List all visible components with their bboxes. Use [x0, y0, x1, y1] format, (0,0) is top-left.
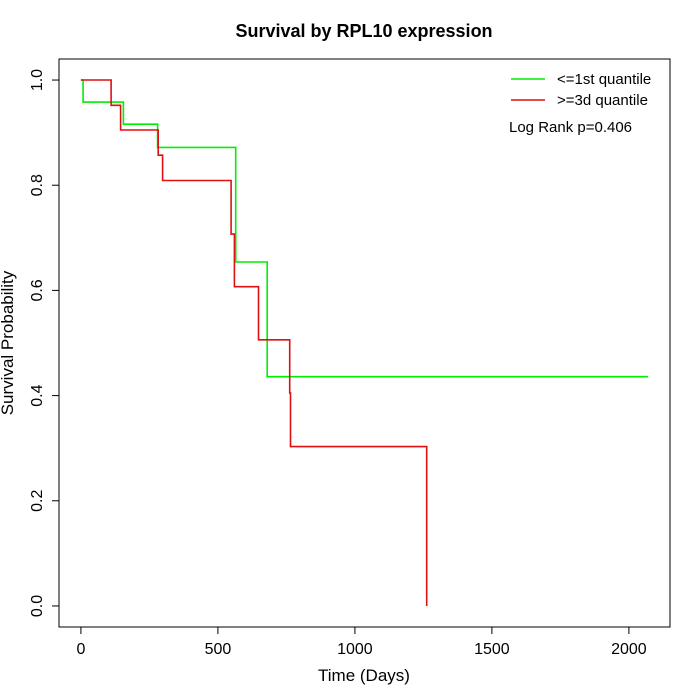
plot-frame — [58, 58, 671, 628]
chart-title: Survival by RPL10 expression — [235, 21, 492, 41]
x-tick-label: 1000 — [337, 641, 373, 658]
y-tick-label: 1.0 — [29, 69, 46, 91]
y-axis-label: Survival Probability — [0, 270, 17, 415]
series-line-2 — [80, 79, 428, 606]
log-rank-annotation: Log Rank p=0.406 — [509, 119, 632, 136]
y-tick-label: 0.6 — [29, 279, 46, 301]
x-axis-label: Time (Days) — [318, 666, 410, 685]
y-tick-label: 0.2 — [29, 490, 46, 512]
legend-label: <=1st quantile — [557, 71, 651, 88]
y-tick-label: 0.0 — [29, 595, 46, 617]
y-axis: 0.0 0.2 0.4 0.6 0.8 1.0 — [29, 69, 60, 617]
y-tick-label: 0.8 — [29, 174, 46, 196]
x-axis: 0 500 1000 1500 2000 — [76, 626, 647, 658]
x-tick-label: 2000 — [611, 641, 647, 658]
legend-label: >=3d quantile — [557, 92, 648, 109]
series-layer — [80, 79, 649, 606]
x-tick-label: 1500 — [474, 641, 510, 658]
legend: <=1st quantile >=3d quantile — [511, 71, 651, 109]
x-tick-label: 0 — [76, 641, 85, 658]
y-tick-label: 0.4 — [29, 384, 46, 406]
x-tick-label: 500 — [205, 641, 232, 658]
